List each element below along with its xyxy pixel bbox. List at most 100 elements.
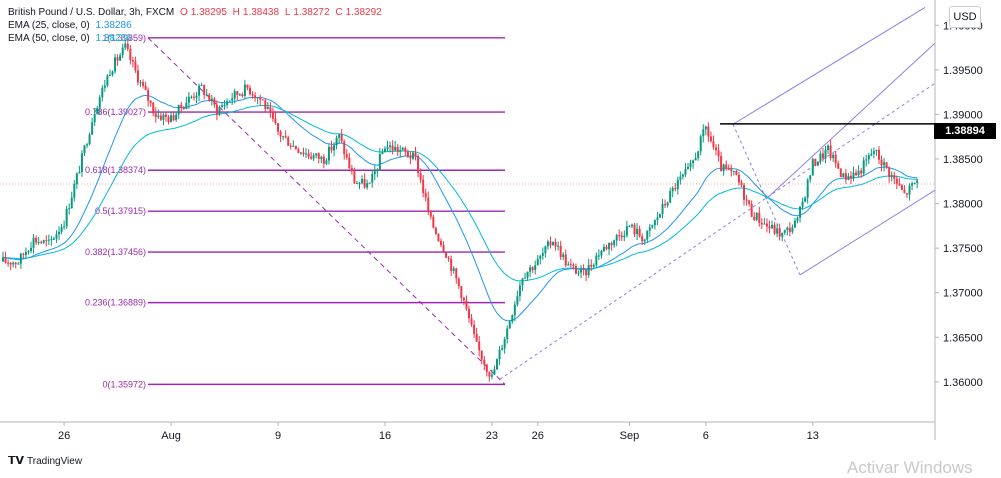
candle-body [534,265,537,271]
candle-body [182,108,185,110]
candle-body [284,136,287,138]
candle-body [908,185,911,195]
candle-body [625,226,628,236]
candle-body [539,255,542,259]
candle-body [842,173,845,178]
candle-body [618,235,621,237]
candle-body [238,94,241,96]
candle-body [572,265,575,267]
fib-level-label: 0.786(1.39027) [85,107,146,117]
candle-body [80,153,83,173]
candle-body [116,57,119,61]
candle-body [776,228,779,234]
candle-body [508,321,511,329]
candle-body [849,175,852,179]
candle-body [164,114,167,117]
candle-body [890,175,893,177]
time-axis[interactable]: 26 Aug 9 16 23 26 Sep 6 13 [58,422,819,442]
candle-body [246,84,249,88]
candle-body [503,339,506,349]
candle-body [218,107,221,115]
candle-body [531,267,534,271]
candle-body [488,371,491,377]
candle-body [368,182,371,184]
legend-ema50-row[interactable]: EMA (50, close, 0) 1.38236 [8,32,385,45]
currency-button[interactable]: USD [949,6,981,28]
candle-body [765,223,768,227]
candle-body [261,99,264,101]
time-tick-label: 26 [532,430,544,442]
candle-body [17,263,20,265]
candle-body [305,153,308,155]
candle-body [521,278,524,286]
candle-body [852,172,855,179]
symbol-title[interactable]: British Pound / U.S. Dollar, 3h, FXCM [8,7,175,18]
candle-body [844,173,847,180]
candle-body [154,113,157,117]
candle-body [233,91,236,99]
time-tick-label: 26 [58,430,70,442]
candle-body [442,245,445,253]
candle-body [177,104,180,115]
candle-body [228,100,231,102]
candle-body [401,147,404,150]
candle-body [811,158,814,176]
candle-body [722,164,725,172]
candle-body [702,129,705,137]
candle-body [865,159,868,161]
candle-body [671,188,674,192]
candle-body [42,240,45,243]
candle-body [648,227,651,231]
candle-body [175,114,178,121]
candle-body [501,348,504,351]
candle-body [180,104,183,109]
candle-body [149,100,152,103]
candle-body [249,87,252,95]
candle-body [694,157,697,161]
candle-body [905,193,908,195]
candle-body [804,197,807,202]
candle-body [2,257,4,262]
candle-body [516,296,519,305]
candle-body [911,183,914,186]
ema25-label[interactable]: EMA (25, close, 0) [8,20,90,31]
candle-body [758,212,761,223]
legend-ema25-row[interactable]: EMA (25, close, 0) 1.38286 [8,19,385,32]
candle-body [814,158,817,166]
candle-body [348,157,351,169]
price-axis[interactable]: 1.400001.395001.390001.385001.380001.375… [935,20,983,389]
candle-body [162,114,165,120]
candle-body [580,269,583,273]
candle-body [434,227,437,234]
candle-body [119,55,122,61]
candle-body [231,98,234,101]
candle-body [600,250,603,256]
candle-body [310,156,313,159]
candle-body [86,144,89,146]
candle-body [788,227,791,232]
candle-body [114,57,117,72]
candle-body [394,146,397,151]
candle-body [468,308,470,319]
candle-body [630,224,633,227]
fib-level-label: 0.236(1.36889) [85,298,146,308]
price-tick-label: 1.37500 [943,243,983,255]
ema50-label[interactable]: EMA (50, close, 0) [8,33,90,44]
tradingview-logo[interactable]: 𝗧𝗩 TradingView [8,454,82,467]
candle-body [241,94,244,97]
pitchfork-handle [499,82,936,380]
candle-body [704,126,707,130]
candle-body [562,254,565,258]
candle-body [136,70,139,83]
candle-body [564,254,567,266]
time-tick-label: 9 [275,430,281,442]
candle-body [605,246,608,250]
candle-body [676,179,679,189]
candle-body [340,134,343,142]
candle-body [429,210,432,217]
candle-body [126,43,129,50]
candle-body [152,102,155,114]
fib-level-label: 0(1.35972) [102,379,146,389]
